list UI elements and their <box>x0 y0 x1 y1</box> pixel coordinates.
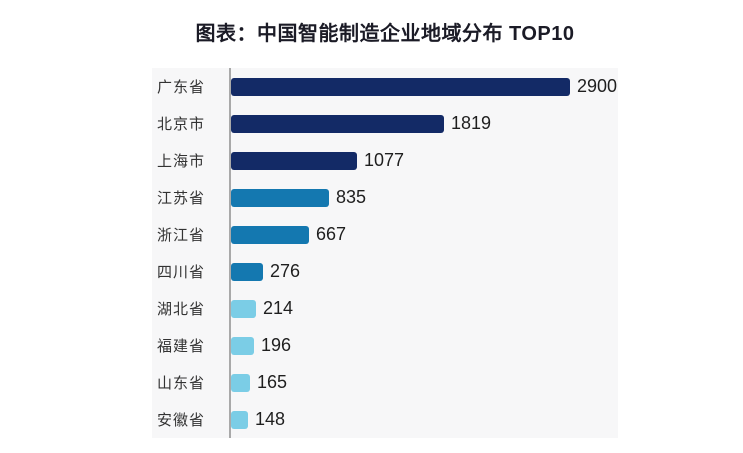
bar <box>231 114 444 133</box>
bar-area: 196 <box>229 327 618 364</box>
chart-row: 江苏省 835 <box>152 179 618 216</box>
bar <box>231 410 248 429</box>
value-label: 667 <box>316 224 347 244</box>
category-label: 安徽省 <box>157 412 206 429</box>
bar-area: 667 <box>229 216 618 253</box>
category-label: 山东省 <box>157 375 206 392</box>
bar-area: 214 <box>229 290 618 327</box>
page-title: 图表：中国智能制造企业地域分布 TOP10 <box>195 23 575 45</box>
bar-area: 2900 <box>229 68 618 105</box>
chart-row: 山东省 165 <box>152 364 618 401</box>
chart-row: 安徽省 148 <box>152 401 618 438</box>
bar-chart: 广东省 2900 北京市 1819 上海市 1077 江苏省 835 浙江省 667 四川省 276 湖… <box>152 68 618 438</box>
chart-row: 湖北省 214 <box>152 290 618 327</box>
chart-row: 浙江省 667 <box>152 216 618 253</box>
value-label: 214 <box>263 298 294 318</box>
chart-row: 广东省 2900 <box>152 68 618 105</box>
category-label: 上海市 <box>157 153 206 170</box>
bar-area: 1819 <box>229 105 618 142</box>
value-label: 1819 <box>451 113 492 133</box>
bar-area: 165 <box>229 364 618 401</box>
value-label: 148 <box>255 409 286 429</box>
bar-area: 1077 <box>229 142 618 179</box>
category-label: 江苏省 <box>157 190 206 207</box>
bar <box>231 262 263 281</box>
value-label: 2900 <box>577 76 618 96</box>
bar <box>231 151 357 170</box>
chart-row: 上海市 1077 <box>152 142 618 179</box>
value-label: 165 <box>257 372 288 392</box>
bar <box>231 188 329 207</box>
value-label: 276 <box>270 261 301 281</box>
chart-row: 北京市 1819 <box>152 105 618 142</box>
chart-panel: 广东省 2900 北京市 1819 上海市 1077 江苏省 835 浙江省 667 四川省 276 湖… <box>152 68 618 438</box>
bar <box>231 336 254 355</box>
category-label: 北京市 <box>157 116 206 133</box>
category-label: 四川省 <box>157 264 206 281</box>
chart-row: 福建省 196 <box>152 327 618 364</box>
bar-area: 276 <box>229 253 618 290</box>
bar <box>231 77 570 96</box>
bar-area: 148 <box>229 401 618 438</box>
value-label: 835 <box>336 187 367 207</box>
bar-area: 835 <box>229 179 618 216</box>
category-label: 浙江省 <box>157 227 206 244</box>
category-label: 广东省 <box>157 79 206 96</box>
value-label: 196 <box>261 335 292 355</box>
bar <box>231 373 250 392</box>
chart-row: 四川省 276 <box>152 253 618 290</box>
value-label: 1077 <box>364 150 405 170</box>
category-label: 福建省 <box>157 338 206 355</box>
bar <box>231 299 256 318</box>
category-label: 湖北省 <box>157 301 206 318</box>
bar <box>231 225 309 244</box>
